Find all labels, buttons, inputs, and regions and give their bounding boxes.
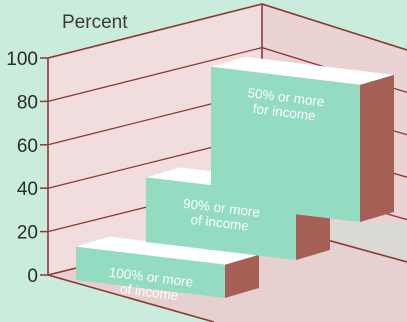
y-tick-label: 80 (17, 92, 38, 113)
bar-front-face (211, 66, 360, 222)
bar-side-face (225, 254, 259, 298)
bar-label-line: of income (190, 212, 250, 234)
bar-side-face (360, 74, 394, 222)
y-tick-label: 0 (27, 266, 38, 287)
bar-top-face (211, 56, 394, 85)
y-tick-label: 40 (17, 179, 38, 200)
bar-label-line: for income (252, 101, 316, 123)
y-tick-label: 100 (6, 49, 38, 70)
bar-front-face (76, 246, 225, 298)
y-axis-ticks: 0 20 40 60 80 100 (6, 49, 48, 287)
bar-top-face (76, 236, 259, 265)
y-tick-label: 60 (17, 136, 38, 157)
y-tick-label: 20 (17, 223, 38, 244)
bar-label-line: of income (119, 281, 179, 303)
y-axis-label: Percent (62, 12, 128, 33)
